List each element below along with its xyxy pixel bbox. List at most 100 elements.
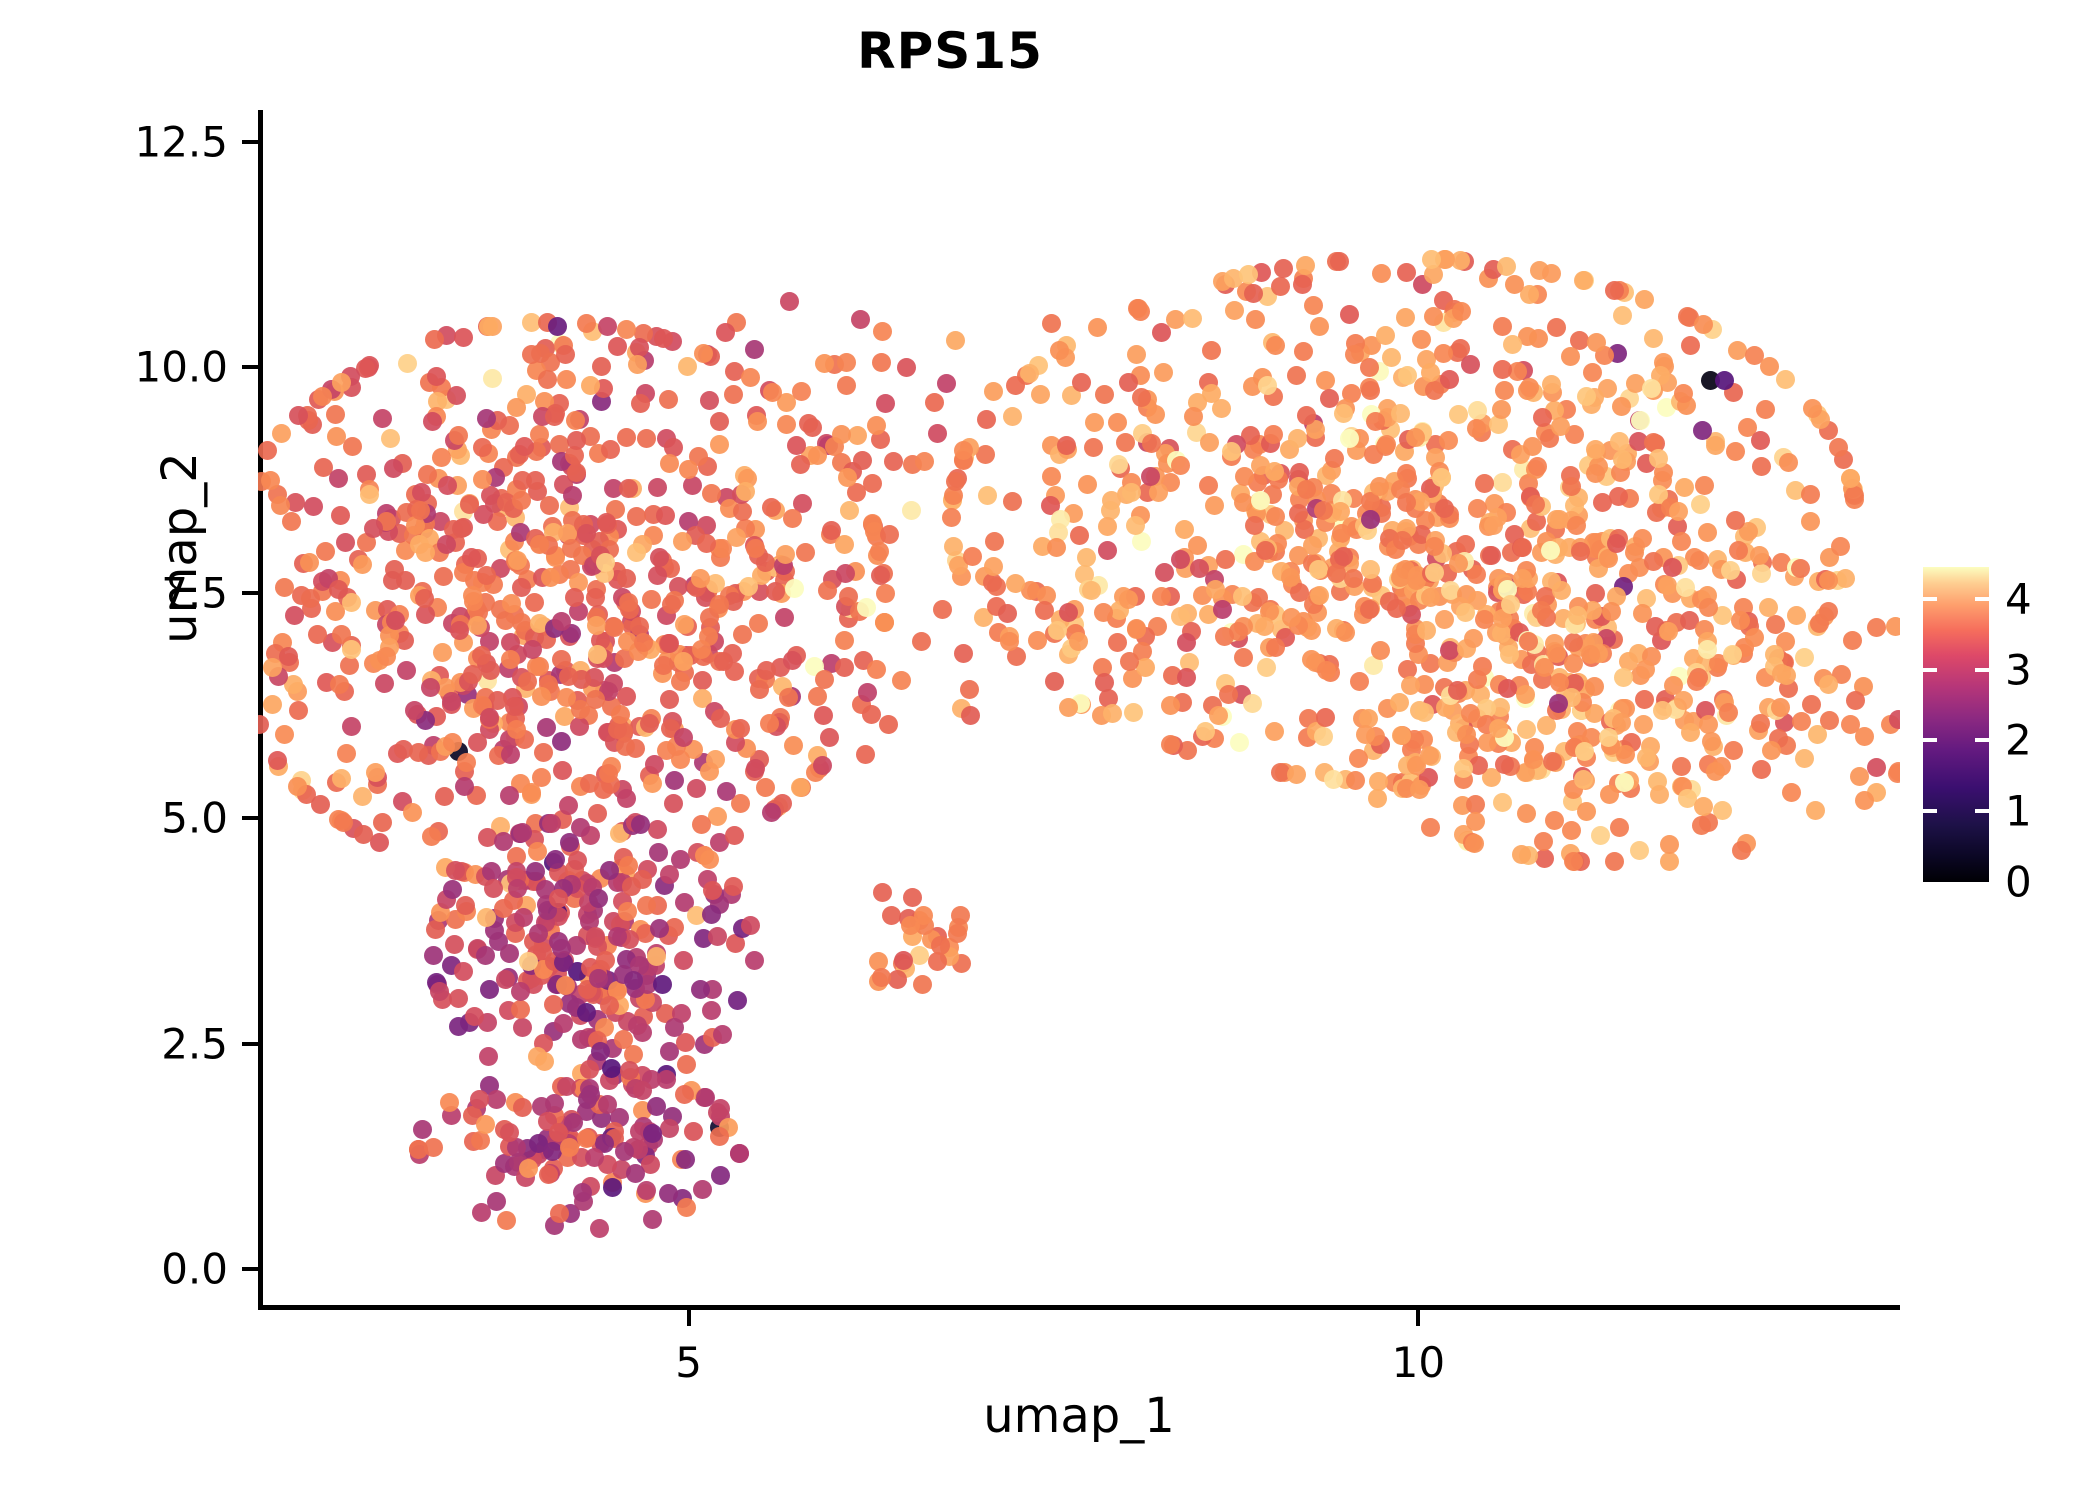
scatter-point (1390, 404, 1410, 424)
scatter-point (1585, 583, 1605, 603)
scatter-point (1377, 434, 1397, 454)
scatter-point (590, 630, 610, 650)
scatter-point (632, 1081, 652, 1101)
scatter-point (607, 981, 627, 1001)
scatter-point (671, 849, 691, 869)
scatter-point (543, 1141, 563, 1161)
scatter-point (766, 581, 786, 601)
scatter-point (258, 441, 277, 461)
scatter-point (1534, 831, 1554, 851)
scatter-point (925, 392, 945, 412)
scatter-point (683, 475, 703, 495)
scatter-point (792, 381, 812, 401)
scatter-point (312, 386, 332, 406)
scatter-point (676, 1150, 696, 1170)
scatter-point (370, 833, 390, 853)
scatter-point (1547, 317, 1567, 337)
scatter-point (1751, 563, 1771, 583)
scatter-point (482, 862, 502, 882)
scatter-point (476, 908, 496, 928)
scatter-point (861, 705, 881, 725)
scatter-point (726, 528, 746, 547)
scatter-point (599, 763, 619, 783)
scatter-point (691, 639, 711, 659)
scatter-point (1751, 760, 1771, 780)
colorbar-tick-label: 2 (2005, 715, 2032, 765)
scatter-point (1791, 559, 1811, 579)
scatter-point (783, 736, 803, 756)
scatter-point (710, 1127, 730, 1147)
scatter-point (1698, 812, 1718, 832)
scatter-point (776, 393, 796, 413)
scatter-point (1800, 485, 1820, 505)
scatter-point (594, 780, 614, 800)
scatter-point (884, 451, 904, 471)
scatter-point (710, 1166, 730, 1186)
scatter-point (1493, 792, 1513, 812)
scatter-point (397, 661, 417, 681)
scatter-point (617, 319, 637, 339)
scatter-point (627, 543, 647, 563)
scatter-point (1779, 452, 1799, 472)
scatter-point (615, 1142, 635, 1162)
scatter-point (943, 536, 963, 556)
scatter-point (1170, 606, 1190, 626)
scatter-point (711, 708, 731, 728)
scatter-point (660, 453, 680, 473)
scatter-point (1119, 651, 1139, 671)
scatter-point (467, 733, 487, 753)
scatter-point (679, 459, 699, 479)
scatter-point (342, 716, 362, 736)
scatter-point (1401, 675, 1421, 695)
scatter-point (1170, 456, 1190, 476)
scatter-point (435, 786, 455, 806)
scatter-point (551, 612, 571, 632)
scatter-point (696, 1088, 716, 1108)
scatter-point (1840, 468, 1860, 488)
scatter-point (397, 354, 417, 374)
scatter-point (1302, 535, 1322, 555)
scatter-point (932, 599, 952, 619)
scatter-point (1660, 835, 1680, 855)
scatter-point (782, 509, 802, 529)
scatter-point (1265, 461, 1285, 481)
scatter-point (477, 565, 497, 585)
scatter-point (474, 504, 494, 524)
scatter-point (633, 632, 653, 652)
scatter-point (526, 861, 546, 881)
scatter-point (496, 493, 516, 513)
scatter-point (1782, 783, 1802, 802)
scatter-point (790, 778, 810, 798)
scatter-point (414, 589, 434, 609)
scatter-point (629, 338, 649, 358)
scatter-point (423, 412, 443, 432)
scatter-point (531, 1096, 551, 1116)
scatter-point (835, 658, 855, 678)
y-axis-title: umap_2 (152, 452, 208, 644)
scatter-point (953, 440, 973, 460)
scatter-point (741, 368, 761, 388)
scatter-point (510, 523, 530, 543)
scatter-point (404, 701, 424, 721)
scatter-point (709, 412, 729, 432)
scatter-point (1794, 749, 1814, 769)
scatter-point (857, 598, 877, 618)
scatter-point (328, 579, 348, 599)
scatter-point (1726, 442, 1746, 462)
scatter-point (1424, 563, 1444, 583)
scatter-point (960, 680, 980, 700)
scatter-point (1250, 491, 1270, 511)
scatter-point (425, 329, 445, 349)
scatter-point (1182, 309, 1202, 329)
scatter-point (879, 714, 899, 734)
scatter-point (548, 1122, 568, 1142)
scatter-point (325, 405, 345, 425)
scatter-point (1030, 384, 1050, 404)
scatter-point (544, 995, 564, 1015)
scatter-point (560, 833, 580, 853)
scatter-point (1314, 727, 1334, 747)
scatter-point (1611, 396, 1631, 416)
scatter-point (506, 397, 526, 417)
scatter-point (566, 430, 586, 450)
scatter-point (1806, 800, 1826, 820)
